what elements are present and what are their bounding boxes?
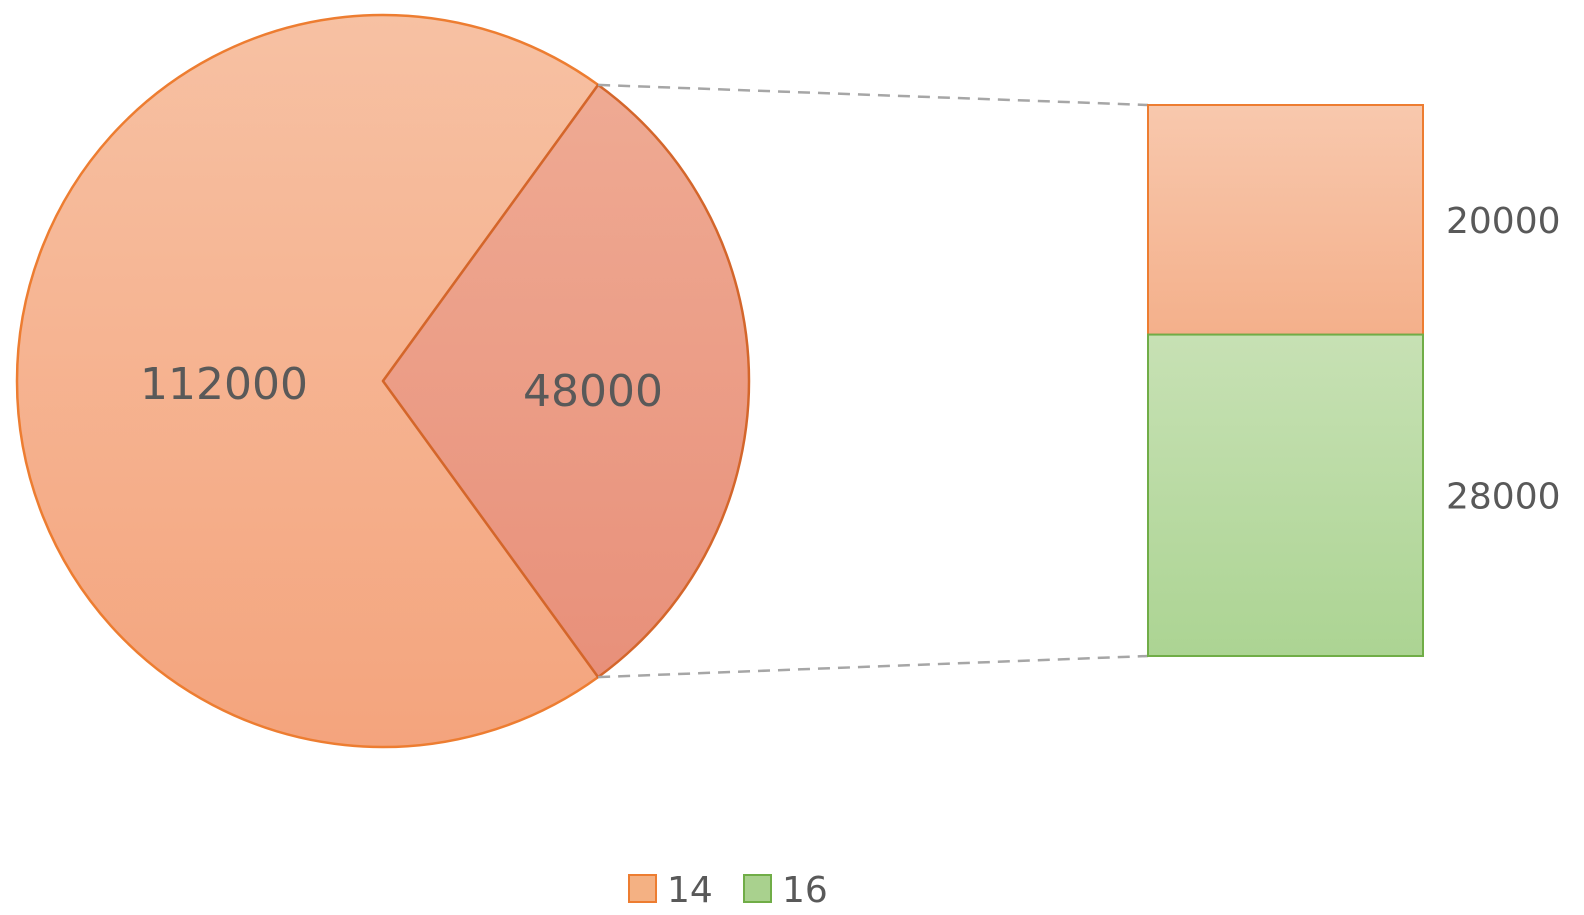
- bar-segment-14: [1147, 104, 1424, 336]
- pie-slice-other: [381, 83, 751, 679]
- connector-line-top: [598, 83, 1149, 107]
- legend-swatch-14: [628, 874, 657, 903]
- bar-data-label-14: 20000: [1446, 201, 1561, 242]
- connector-line-bottom: [598, 654, 1149, 679]
- pie-data-label-main: 112000: [140, 359, 308, 410]
- plot-area: 20000 28000 112000 48000: [15, 13, 1561, 749]
- bar-data-label-16: 28000: [1446, 476, 1561, 517]
- legend-label-14: 14: [667, 870, 713, 911]
- legend-label-16: 16: [782, 870, 828, 911]
- legend: 14 16: [628, 870, 828, 911]
- legend-swatch-16: [743, 874, 772, 903]
- bar-segment-16: [1147, 333, 1424, 657]
- pie-slice-main: [15, 13, 600, 749]
- pie-data-label-other: 48000: [523, 366, 663, 417]
